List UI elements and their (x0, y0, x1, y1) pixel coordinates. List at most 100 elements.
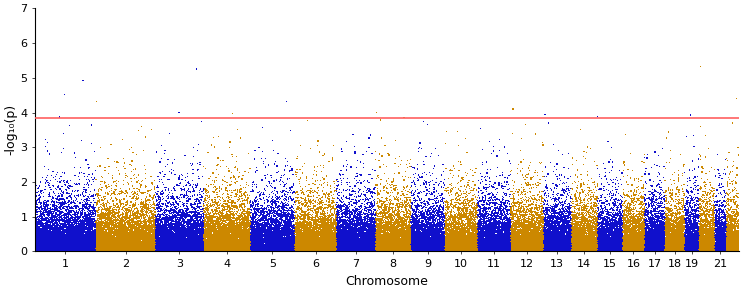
Point (116, 235, 128, 240)
Point (598, 247, 610, 252)
Point (429, 208, 441, 213)
Point (103, 234, 114, 239)
Point (619, 235, 631, 239)
Point (299, 244, 311, 249)
Point (45, 246, 57, 251)
Point (177, 247, 189, 252)
Point (149, 223, 161, 227)
Point (326, 212, 338, 216)
Point (364, 246, 376, 251)
Point (496, 244, 507, 249)
Point (695, 244, 707, 249)
Point (335, 239, 347, 244)
Point (212, 237, 224, 242)
Point (704, 222, 716, 226)
Point (699, 231, 711, 236)
Point (500, 225, 512, 230)
Point (114, 242, 126, 246)
Point (169, 247, 181, 252)
Point (435, 247, 447, 251)
Point (195, 242, 207, 246)
Point (224, 230, 236, 235)
Point (178, 231, 189, 235)
Point (427, 239, 439, 244)
Point (403, 229, 415, 234)
Point (184, 223, 196, 228)
Point (620, 240, 632, 245)
Point (281, 221, 293, 226)
Point (183, 221, 195, 226)
Point (598, 224, 610, 229)
Point (184, 246, 196, 250)
Point (138, 228, 150, 233)
Point (129, 246, 141, 251)
Point (478, 237, 490, 242)
Point (77, 225, 89, 229)
Point (436, 231, 448, 235)
Point (398, 244, 409, 249)
Point (356, 229, 368, 234)
Point (113, 243, 125, 247)
Point (46, 202, 58, 207)
Point (429, 248, 441, 253)
Point (203, 220, 215, 225)
Point (267, 200, 279, 204)
Point (403, 232, 415, 237)
Point (535, 222, 547, 227)
Point (518, 249, 530, 253)
Point (463, 245, 475, 250)
Point (69, 232, 81, 236)
Point (449, 237, 461, 242)
Point (71, 248, 83, 253)
Point (580, 217, 591, 222)
Point (635, 243, 647, 248)
Point (215, 225, 227, 230)
Point (94, 244, 106, 249)
Point (121, 232, 133, 236)
Point (378, 225, 390, 230)
Point (122, 241, 134, 246)
Point (194, 246, 206, 251)
Point (94, 242, 106, 247)
Point (94, 214, 106, 219)
Point (108, 249, 120, 253)
Point (501, 218, 513, 223)
Point (577, 211, 589, 215)
Point (375, 239, 387, 244)
Point (289, 243, 301, 248)
Point (307, 248, 319, 253)
Point (129, 248, 141, 252)
Point (579, 218, 591, 223)
Point (162, 196, 174, 201)
Point (210, 243, 222, 248)
Point (372, 236, 383, 241)
Point (311, 238, 323, 243)
Point (624, 245, 636, 250)
Point (97, 244, 109, 248)
Point (495, 234, 507, 239)
Point (587, 244, 599, 249)
Point (535, 246, 547, 250)
Point (276, 239, 288, 244)
Point (522, 237, 534, 241)
Point (624, 232, 636, 236)
Point (422, 239, 434, 244)
Point (712, 249, 724, 254)
Point (204, 241, 215, 245)
Point (164, 232, 176, 237)
Point (71, 242, 82, 247)
Point (354, 242, 366, 247)
Point (186, 241, 198, 246)
Point (543, 241, 555, 245)
Point (346, 231, 358, 235)
Point (41, 237, 53, 242)
Point (189, 232, 201, 237)
Point (337, 197, 348, 202)
Point (360, 206, 372, 210)
Point (437, 242, 449, 247)
Point (322, 244, 334, 249)
Point (33, 215, 45, 220)
Point (435, 241, 447, 245)
Point (514, 237, 526, 241)
Point (400, 237, 412, 241)
